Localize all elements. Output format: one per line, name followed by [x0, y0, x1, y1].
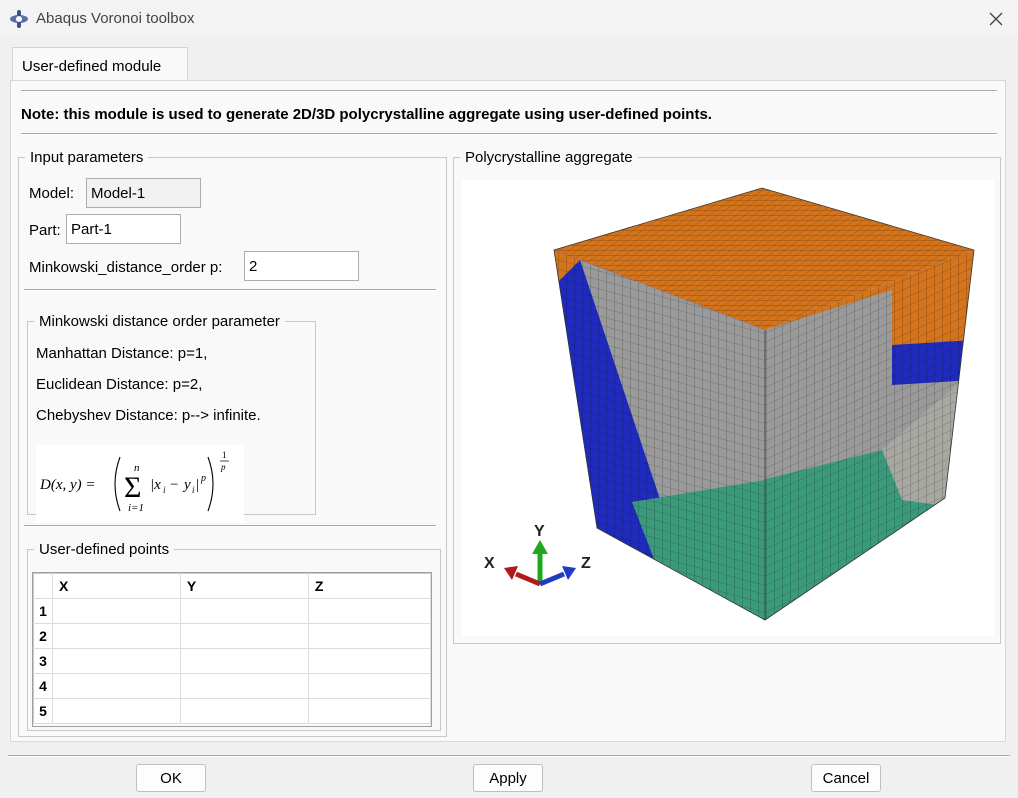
triad-x-label: X: [484, 555, 495, 572]
button-row: OK Apply Cancel: [0, 742, 1018, 798]
cell-y[interactable]: [180, 673, 309, 699]
cell-z[interactable]: [308, 623, 432, 649]
voronoi-cube-image: Y X Z: [484, 187, 975, 621]
minkowski-label: Minkowski_distance_order p:: [29, 259, 223, 276]
note-text: Note: this module is used to generate 2D…: [21, 106, 712, 123]
cell-x[interactable]: [52, 648, 181, 674]
input-parameters-group: Input parameters Model: Part: Minkowski_…: [18, 149, 447, 737]
cube-left-face: [554, 250, 765, 620]
dialog-client: User-defined module Note: this module is…: [0, 38, 1018, 798]
minkowski-info-group: Minkowski distance order parameter Manha…: [27, 313, 316, 523]
apply-button[interactable]: Apply: [473, 764, 543, 792]
axis-triad-icon: Y X Z: [484, 523, 591, 587]
column-header-x[interactable]: X: [52, 573, 181, 599]
svg-text:p: p: [200, 473, 206, 484]
tab-user-defined-module[interactable]: User-defined module: [12, 47, 188, 81]
table-row: 5: [33, 698, 432, 724]
points-table-frame: [32, 572, 432, 727]
group-title: Minkowski distance order parameter: [34, 313, 285, 330]
row-header: 5: [33, 698, 53, 724]
group-title: Input parameters: [25, 149, 149, 166]
window-title: Abaqus Voronoi toolbox: [36, 10, 195, 27]
svg-text:|x: |x: [150, 477, 161, 493]
cell-y[interactable]: [180, 648, 309, 674]
table-row: 3: [33, 648, 432, 674]
triad-z-label: Z: [581, 555, 591, 572]
row-header: 4: [33, 673, 53, 699]
cell-y[interactable]: [180, 598, 309, 624]
cell-x[interactable]: [52, 623, 181, 649]
chebyshev-text: Chebyshev Distance: p--> infinite.: [36, 407, 261, 424]
part-field[interactable]: [66, 214, 181, 244]
svg-text:y: y: [182, 477, 191, 493]
table-row: 1: [33, 598, 432, 624]
part-label: Part:: [29, 222, 61, 239]
cell-z[interactable]: [308, 698, 432, 724]
svg-text:i: i: [163, 485, 166, 495]
group-title: Polycrystalline aggregate: [460, 149, 638, 166]
svg-text:1: 1: [222, 450, 227, 460]
svg-text:|: |: [196, 477, 199, 493]
model-label: Model:: [29, 185, 75, 202]
row-header: 2: [33, 623, 53, 649]
manhattan-text: Manhattan Distance: p=1,: [36, 345, 208, 362]
row-header: 1: [33, 598, 53, 624]
cell-z[interactable]: [308, 598, 432, 624]
cell-z[interactable]: [308, 648, 432, 674]
euclidean-text: Euclidean Distance: p=2,: [36, 376, 203, 393]
svg-text:D(x, y) =: D(x, y) =: [39, 477, 96, 493]
ok-button[interactable]: OK: [136, 764, 206, 792]
svg-text:p: p: [220, 462, 226, 472]
table-row: 2: [33, 623, 432, 649]
divider: [24, 289, 436, 291]
svg-text:Σ: Σ: [124, 471, 141, 504]
svg-text:i=1: i=1: [128, 502, 144, 514]
polycrystalline-aggregate-group: Polycrystalline aggregate: [453, 149, 1001, 644]
table-corner: [33, 573, 53, 599]
column-header-y[interactable]: Y: [180, 573, 309, 599]
cell-y[interactable]: [180, 623, 309, 649]
row-header: 3: [33, 648, 53, 674]
svg-text:−: −: [170, 477, 178, 493]
aggregate-viewport[interactable]: Y X Z: [462, 180, 994, 636]
cell-x[interactable]: [52, 598, 181, 624]
cancel-button[interactable]: Cancel: [811, 764, 881, 792]
group-title: User-defined points: [34, 541, 175, 558]
user-defined-points-group: User-defined points X Y Z 1 2: [27, 541, 441, 731]
divider: [8, 755, 1010, 757]
title-bar: Abaqus Voronoi toolbox: [0, 0, 1018, 38]
column-header-z[interactable]: Z: [308, 573, 432, 599]
close-icon[interactable]: [986, 9, 1006, 29]
minkowski-order-field[interactable]: [244, 251, 359, 281]
cell-x[interactable]: [52, 698, 181, 724]
abaqus-logo-icon: [10, 10, 28, 28]
model-field[interactable]: [86, 178, 201, 208]
svg-text:i: i: [192, 485, 195, 495]
points-table: X Y Z 1 2 3 4 5: [33, 573, 432, 724]
table-row: 4: [33, 673, 432, 699]
svg-text:n: n: [134, 462, 140, 474]
cell-z[interactable]: [308, 673, 432, 699]
divider: [21, 133, 997, 135]
minkowski-formula-image: D(x, y) = n Σ i=1 |x i − y i | p 1: [36, 445, 244, 523]
cell-y[interactable]: [180, 698, 309, 724]
divider: [24, 525, 436, 527]
tab-panel: Note: this module is used to generate 2D…: [10, 80, 1006, 742]
triad-y-label: Y: [534, 523, 545, 540]
cell-x[interactable]: [52, 673, 181, 699]
divider: [21, 90, 997, 92]
